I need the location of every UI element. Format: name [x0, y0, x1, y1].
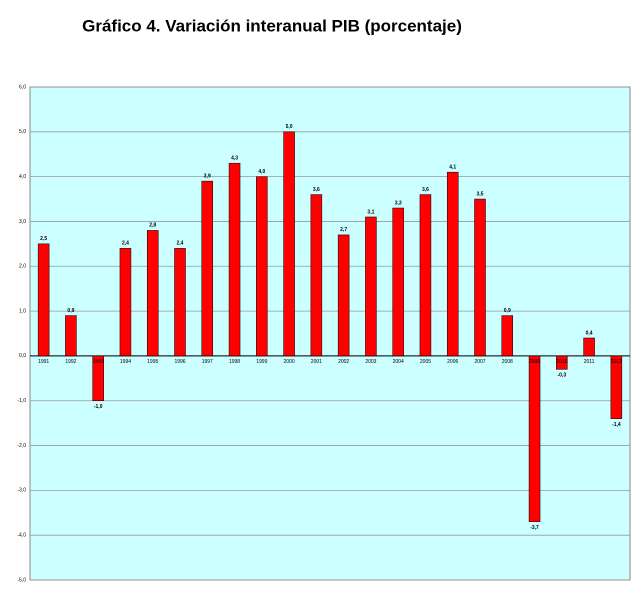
value-label: 2,8 — [149, 223, 156, 229]
bar — [419, 194, 432, 357]
value-label: 0,9 — [67, 308, 74, 314]
x-tick-label: 2011 — [584, 359, 595, 365]
x-tick-label: 1999 — [256, 359, 267, 365]
value-label: 2,4 — [177, 241, 184, 247]
bar — [119, 248, 132, 357]
x-tick-label: 1992 — [65, 359, 76, 365]
bar — [474, 198, 486, 357]
x-tick-label: 2010 — [556, 359, 567, 365]
y-tick-label: 5,0 — [19, 129, 26, 135]
bar — [65, 315, 77, 357]
value-label: 4,1 — [449, 164, 456, 170]
value-label: 3,3 — [395, 200, 402, 206]
x-tick-label: 1998 — [229, 359, 240, 365]
value-label: 5,0 — [286, 124, 293, 130]
y-tick-label: 0,0 — [19, 353, 26, 359]
x-tick-label: 2001 — [311, 359, 322, 365]
x-tick-label: 1994 — [120, 359, 131, 365]
x-tick-label: 2003 — [365, 359, 376, 365]
y-tick-label: 4,0 — [19, 174, 26, 180]
bar — [256, 176, 268, 357]
bar — [501, 315, 514, 357]
bar — [310, 194, 323, 357]
value-label: 3,6 — [422, 187, 429, 193]
x-tick-label: 2004 — [393, 359, 404, 365]
bar — [446, 171, 459, 357]
bar — [556, 355, 568, 370]
bar — [92, 355, 104, 401]
value-label: 0,4 — [586, 330, 593, 336]
bar — [583, 337, 595, 357]
x-tick-label: 2008 — [502, 359, 513, 365]
value-label: 2,4 — [122, 241, 129, 247]
x-tick-label: 2006 — [447, 359, 458, 365]
x-tick-label: 2005 — [420, 359, 431, 365]
x-tick-label: 2007 — [474, 359, 485, 365]
bar — [337, 234, 350, 357]
bar — [37, 243, 50, 357]
value-label: 3,1 — [367, 209, 374, 215]
value-label: -1,0 — [94, 404, 103, 410]
y-tick-label: -4,0 — [17, 533, 26, 539]
value-label: 3,9 — [204, 173, 211, 179]
x-tick-label: 1997 — [202, 359, 213, 365]
value-label: -3,7 — [530, 525, 539, 531]
y-tick-label: -3,0 — [17, 488, 26, 494]
value-label: -0,3 — [558, 373, 567, 379]
x-tick-label: 1996 — [174, 359, 185, 365]
bar — [283, 131, 295, 357]
x-tick-label: 1995 — [147, 359, 158, 365]
x-tick-label: 1991 — [38, 359, 49, 365]
bar — [528, 355, 541, 522]
y-tick-label: -5,0 — [17, 577, 26, 583]
bar — [610, 355, 623, 419]
value-label: 2,5 — [40, 236, 47, 242]
y-tick-label: 6,0 — [19, 84, 26, 90]
x-tick-label: 2000 — [284, 359, 295, 365]
y-tick-label: 2,0 — [19, 264, 26, 270]
value-label: 4,0 — [258, 169, 265, 175]
x-tick-label: 2002 — [338, 359, 349, 365]
y-tick-label: -1,0 — [17, 398, 26, 404]
value-label: 3,6 — [313, 187, 320, 193]
x-tick-label: 1993 — [93, 359, 104, 365]
value-label: -1,4 — [612, 422, 621, 428]
x-tick-label: 2009 — [529, 359, 540, 365]
bar — [392, 207, 404, 357]
value-label: 0,9 — [504, 308, 511, 314]
bar — [365, 216, 377, 357]
x-tick-label: 2012 — [611, 359, 622, 365]
value-label: 3,5 — [477, 191, 484, 197]
value-label: 2,7 — [340, 227, 347, 233]
y-tick-label: -2,0 — [17, 443, 26, 449]
bar — [146, 230, 159, 357]
bar — [228, 162, 241, 357]
value-label: 4,3 — [231, 156, 238, 162]
y-tick-label: 1,0 — [19, 308, 26, 314]
chart-title: Gráfico 4. Variación interanual PIB (por… — [82, 16, 462, 35]
bar — [174, 248, 186, 357]
y-tick-label: 3,0 — [19, 219, 26, 225]
bar — [201, 180, 214, 357]
